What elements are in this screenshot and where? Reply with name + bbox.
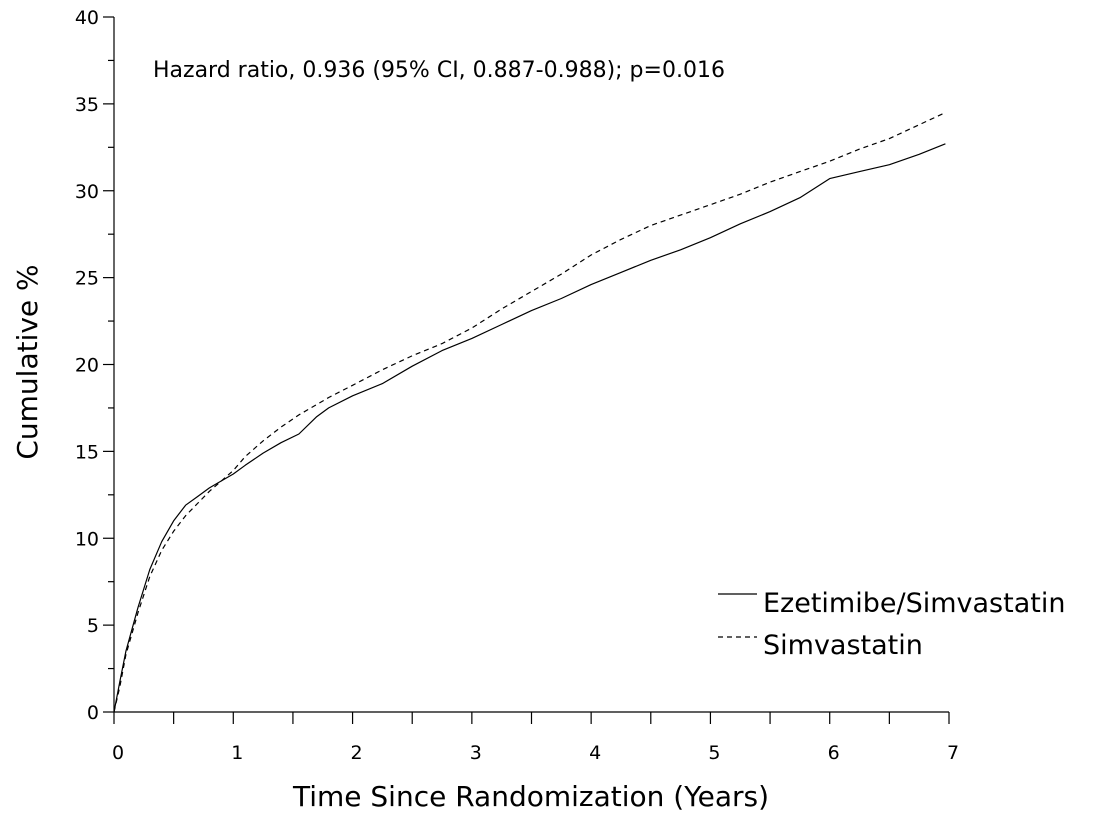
y-tick-label-0: 0 bbox=[87, 702, 99, 724]
legend-label-ezetimibe-simvastatin: Ezetimibe/Simvastatin bbox=[763, 588, 1065, 619]
legend-label-simvastatin: Simvastatin bbox=[763, 630, 923, 661]
hazard-ratio-annotation: Hazard ratio, 0.936 (95% CI, 0.887-0.988… bbox=[153, 58, 725, 83]
y-tick-label-20: 20 bbox=[75, 355, 99, 377]
y-tick-label-15: 15 bbox=[75, 441, 99, 463]
x-tick-label-7: 7 bbox=[947, 742, 959, 764]
y-axis-title: Cumulative % bbox=[11, 264, 44, 459]
legend: Ezetimibe/Simvastatin Simvastatin bbox=[718, 588, 1065, 661]
y-tick-label-10: 10 bbox=[75, 528, 99, 550]
axes-layer: 0 1 2 3 4 5 6 7 0 5 10 15 20 25 30 35 40 bbox=[75, 7, 959, 764]
x-tick-label-4: 4 bbox=[589, 742, 601, 764]
series-line-ezetimibe-simvastatin bbox=[113, 143, 946, 713]
x-tick-label-6: 6 bbox=[828, 742, 840, 764]
y-tick-label-30: 30 bbox=[75, 181, 99, 203]
x-tick-label-1: 1 bbox=[231, 742, 243, 764]
x-tick-label-3: 3 bbox=[470, 742, 482, 764]
series-line-simvastatin bbox=[113, 112, 946, 713]
x-tick-label-5: 5 bbox=[708, 742, 720, 764]
y-tick-label-35: 35 bbox=[75, 94, 99, 116]
y-tick-label-5: 5 bbox=[87, 615, 99, 637]
x-tick-label-0: 0 bbox=[112, 742, 124, 764]
series-layer bbox=[113, 112, 946, 713]
x-tick-label-2: 2 bbox=[351, 742, 363, 764]
x-axis-title: Time Since Randomization (Years) bbox=[292, 780, 769, 813]
y-tick-label-25: 25 bbox=[75, 268, 99, 290]
y-tick-label-40: 40 bbox=[75, 7, 99, 29]
